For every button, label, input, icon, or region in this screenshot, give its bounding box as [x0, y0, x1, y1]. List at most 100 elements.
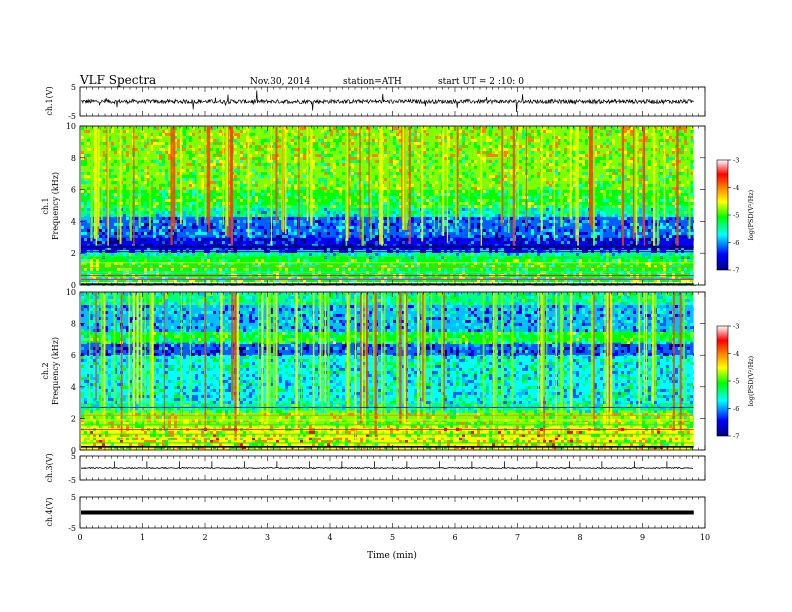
- ch1-spectrogram-cell: [609, 238, 612, 241]
- ch1-spectrogram-cell: [426, 226, 429, 229]
- ch1-spectrogram-cell: [552, 214, 555, 217]
- ch1-spectrogram-cell: [591, 232, 594, 235]
- ch1-spectrogram-cell: [357, 211, 360, 214]
- ch1-spectrogram-cell: [210, 217, 213, 220]
- ch1-spectrogram-cell: [624, 220, 627, 223]
- ch1-spectrogram-cell: [84, 175, 87, 178]
- ch1-spectrogram-cell: [459, 136, 462, 139]
- ch1-spectrogram-cell: [243, 154, 246, 157]
- ch1-spectrogram-cell: [234, 169, 237, 172]
- ch1-spectrogram-cell: [453, 211, 456, 214]
- ch1-spectrogram-cell: [291, 139, 294, 142]
- ch1-spectrogram-cell: [666, 232, 669, 235]
- ch1-spectrogram-cell: [372, 145, 375, 148]
- ch1-spectrogram-cell: [165, 208, 168, 211]
- date-label: Nov.30, 2014: [250, 77, 311, 87]
- ch1-spectrogram-cell: [165, 175, 168, 178]
- ch1-spectrogram-cell: [393, 235, 396, 238]
- ch1-spectrogram-cell: [666, 208, 669, 211]
- ch1-spectrogram-cell: [201, 190, 204, 193]
- ch1-spectrogram-cell: [354, 172, 357, 175]
- ch1-spectrogram-cell: [285, 151, 288, 154]
- ch1-spectrogram-cell: [354, 223, 357, 226]
- ch1-spectrogram-cell: [462, 241, 465, 244]
- ch1-spectrogram-cell: [474, 187, 477, 190]
- ch1-spectrogram-cell: [414, 220, 417, 223]
- ch1-spectrogram-cell: [531, 139, 534, 142]
- ch1-spectrogram-cell: [246, 184, 249, 187]
- ch1-spectrogram-cell: [342, 214, 345, 217]
- ch1-spectrogram-cell: [168, 205, 171, 208]
- ch1-spectrogram-cell: [87, 139, 90, 142]
- ch1-spectrogram-cell: [303, 241, 306, 244]
- ch1-spectrogram-cell: [531, 145, 534, 148]
- ch1-spectrogram-cell: [651, 229, 654, 232]
- ch1-spectrogram-cell: [399, 205, 402, 208]
- ch1-spectrogram-cell: [216, 244, 219, 247]
- ch1-spectrogram-cell: [450, 211, 453, 214]
- ch1-spectrogram-cell: [219, 184, 222, 187]
- ch1-spectrogram-cell: [234, 199, 237, 202]
- ch1-spectrogram-cell: [612, 178, 615, 181]
- ch1-spectrogram-cell: [537, 148, 540, 151]
- ch1-spectrogram-cell: [597, 220, 600, 223]
- ch1-spectrogram-cell: [510, 133, 513, 136]
- ch1-spectrogram-cell: [183, 190, 186, 193]
- ch1-spectrogram-cell: [288, 235, 291, 238]
- ch1-spectrogram-cell: [585, 130, 588, 133]
- ch1-spectrogram-cell: [204, 238, 207, 241]
- ch1-spectrogram-cell: [252, 160, 255, 163]
- ch1-spectrogram-cell: [264, 145, 267, 148]
- ch1-spectrogram-cell: [255, 199, 258, 202]
- ch1-spectrogram-cell: [348, 184, 351, 187]
- ch1-spectrogram-cell: [618, 196, 621, 199]
- ch1-spectrogram-cell: [636, 223, 639, 226]
- ch1-spectrogram-cell: [153, 214, 156, 217]
- ch1-spectrogram-cell: [210, 187, 213, 190]
- ch1-spectrogram-cell: [135, 208, 138, 211]
- ch1-spectrogram-cell: [255, 184, 258, 187]
- ch1-spectrogram-cell: [342, 157, 345, 160]
- ch1-spectrogram-cell: [324, 139, 327, 142]
- ch1-spectrogram-cell: [168, 241, 171, 244]
- ch1-spectrogram-cell: [465, 229, 468, 232]
- ch1-spectrogram-cell: [579, 226, 582, 229]
- ch1-spectrogram-cell: [537, 136, 540, 139]
- ch1-spectrogram-cell: [585, 196, 588, 199]
- ch1-spectrogram-cell: [255, 172, 258, 175]
- ch1-spectrogram-cell: [171, 244, 174, 247]
- ch1-spectrogram-cell: [531, 151, 534, 154]
- ch1-spectrogram-cell: [579, 205, 582, 208]
- ch1-spectrogram-cell: [264, 172, 267, 175]
- ch1-spectrogram-cell: [255, 148, 258, 151]
- ch1-spectrogram-cell: [111, 142, 114, 145]
- ch1-spectrogram-cell: [240, 187, 243, 190]
- ch1-spectrogram-cell: [519, 184, 522, 187]
- ch1-spectrogram-cell: [522, 190, 525, 193]
- ch1-spectrogram-cell: [477, 172, 480, 175]
- ch1-spectrogram-cell: [249, 217, 252, 220]
- ch1-spectrogram-cell: [99, 202, 102, 205]
- ch1-spectrogram-cell: [627, 175, 630, 178]
- ch1-spectrogram-cell: [258, 241, 261, 244]
- ch1-spectrogram-cell: [183, 220, 186, 223]
- ch1-spectrogram-cell: [558, 178, 561, 181]
- ch1-spectrogram-cell: [390, 127, 393, 130]
- ch1-spectrogram-cell: [489, 142, 492, 145]
- ch1-spectrogram-cell: [279, 211, 282, 214]
- ch1-spectrogram-cell: [261, 208, 264, 211]
- ch1-spectrogram-cell: [396, 145, 399, 148]
- ch1-spectrogram-cell: [528, 220, 531, 223]
- ch1-spectrogram-cell: [279, 139, 282, 142]
- ch1-spectrogram-cell: [417, 178, 420, 181]
- ch1-spectrogram-cell: [690, 190, 693, 193]
- ch1-spectrogram-cell: [330, 241, 333, 244]
- ch1-spectrogram-cell: [546, 205, 549, 208]
- ch1-spectrogram-cell: [276, 157, 279, 160]
- ch1-spectrogram-cell: [150, 229, 153, 232]
- ch1-spectrogram-cell: [432, 202, 435, 205]
- ch1-spectrogram-cell: [123, 211, 126, 214]
- ch1-spectrogram-cell: [276, 172, 279, 175]
- ch1-spectrogram-cell: [228, 193, 231, 196]
- ch1-spectrogram-cell: [465, 157, 468, 160]
